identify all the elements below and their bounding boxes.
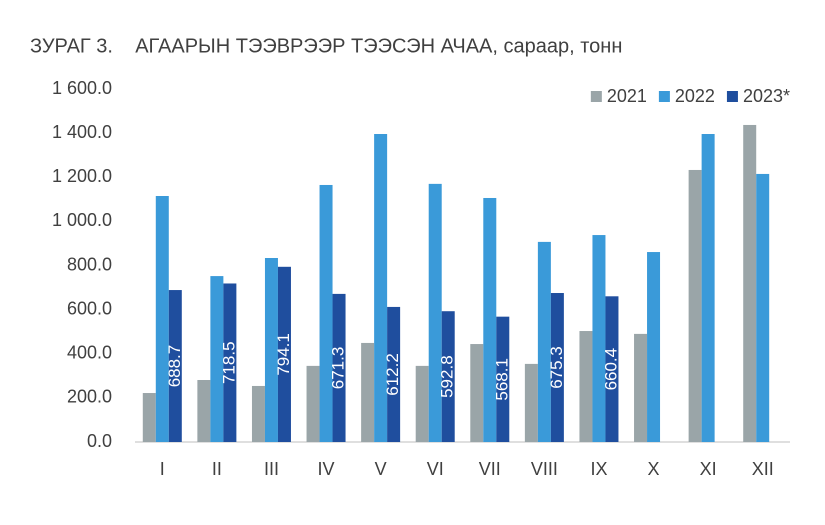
y-tick-label: 1 000.0	[52, 210, 112, 230]
bar	[647, 252, 661, 442]
data-label: 592.8	[438, 355, 457, 398]
legend-swatch	[658, 91, 670, 102]
bar	[701, 134, 715, 442]
bar	[634, 333, 648, 442]
bar	[374, 134, 388, 442]
bar	[743, 124, 757, 442]
y-tick-label: 1 400.0	[52, 122, 112, 142]
bar	[756, 173, 770, 443]
data-label: 671.3	[329, 347, 348, 390]
bar	[277, 266, 291, 442]
legend-swatch	[590, 91, 602, 102]
bar	[387, 306, 401, 442]
bar	[605, 296, 619, 442]
data-label: 568.1	[492, 358, 511, 401]
y-tick-label: 1 600.0	[52, 78, 112, 98]
bar	[155, 196, 169, 442]
bar	[550, 293, 564, 442]
bar	[592, 235, 606, 442]
chart-title: ЗУРАГ 3. АГААРЫН ТЭЭВРЭЭР ТЭЭСЭН АЧАА, с…	[30, 35, 622, 57]
y-tick-label: 1 200.0	[52, 166, 112, 186]
bar	[142, 393, 156, 442]
y-tick-label: 200.0	[67, 387, 112, 407]
y-tick-label: 0.0	[87, 431, 112, 451]
data-label: 660.4	[601, 348, 620, 391]
bar	[361, 342, 375, 442]
x-tick-label: VII	[479, 459, 501, 479]
x-tick-label: II	[212, 459, 222, 479]
x-tick-label: IV	[318, 459, 335, 479]
y-tick-label: 600.0	[67, 298, 112, 318]
data-label: 675.3	[547, 346, 566, 389]
bar	[264, 257, 278, 442]
bar	[483, 197, 497, 442]
bar	[579, 331, 593, 442]
bar	[210, 276, 224, 442]
bar	[415, 365, 429, 442]
bar	[251, 385, 265, 442]
legend-label: 2022	[675, 86, 715, 106]
bar	[197, 380, 211, 442]
bar	[470, 344, 484, 442]
legend-label: 2023*	[743, 86, 790, 106]
y-tick-label: 400.0	[67, 343, 112, 363]
legend-label: 2021	[607, 86, 647, 106]
bar	[688, 169, 702, 443]
bar	[428, 183, 442, 442]
bar	[332, 293, 346, 442]
bar	[223, 283, 237, 442]
y-tick-label: 800.0	[67, 254, 112, 274]
data-label: 794.1	[274, 333, 293, 376]
x-tick-label: V	[375, 459, 387, 479]
x-tick-label: XII	[752, 459, 774, 479]
data-label: 718.5	[219, 341, 238, 384]
legend-swatch	[726, 91, 738, 102]
x-tick-label: VI	[427, 459, 444, 479]
bar	[319, 184, 333, 443]
x-tick-label: I	[160, 459, 165, 479]
bar	[306, 365, 320, 442]
x-tick-label: VIII	[531, 459, 558, 479]
bar	[537, 241, 551, 442]
x-tick-label: XI	[700, 459, 717, 479]
bar	[441, 311, 455, 442]
x-tick-label: III	[264, 459, 279, 479]
x-tick-label: X	[648, 459, 660, 479]
bar	[168, 290, 182, 442]
data-label: 612.2	[383, 353, 402, 396]
data-label: 688.7	[165, 345, 184, 388]
bar	[524, 363, 538, 442]
bar	[496, 316, 510, 442]
x-tick-label: IX	[590, 459, 607, 479]
